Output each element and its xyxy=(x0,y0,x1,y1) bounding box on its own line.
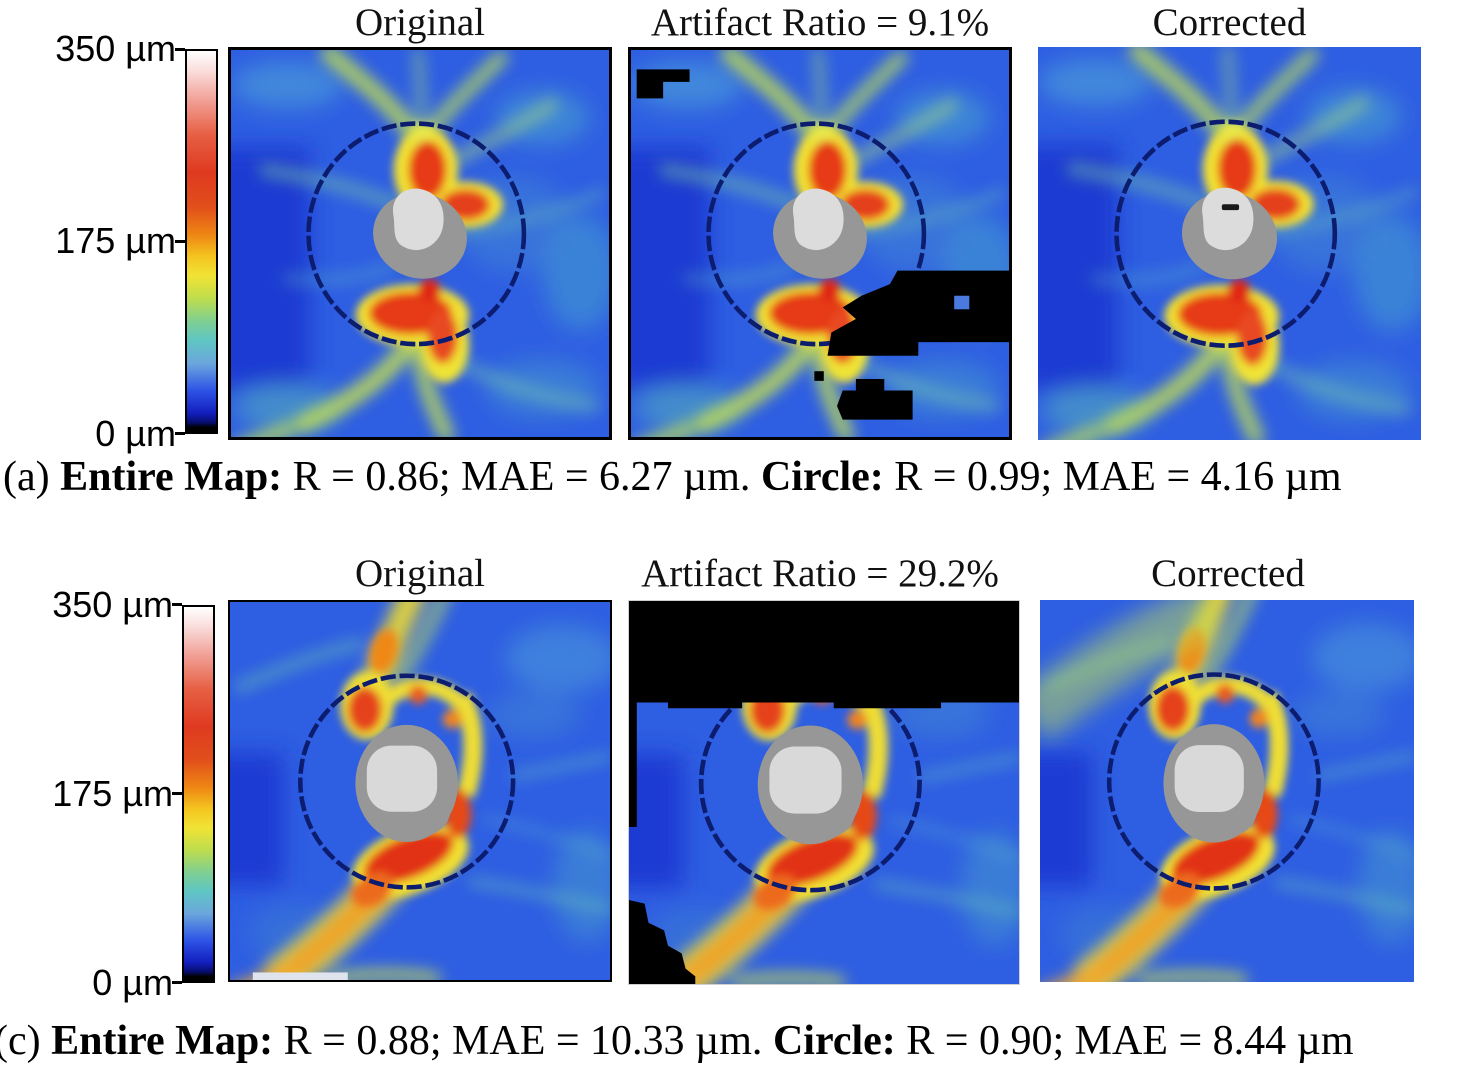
colorbar-tick-max-c xyxy=(172,603,182,606)
heatmap-a-corrected xyxy=(1038,47,1421,440)
artifact-regions-a xyxy=(636,69,1009,420)
heatmap-c-original xyxy=(228,600,612,982)
heatmap-a-original xyxy=(228,47,612,440)
panel-title-c-original: Original xyxy=(355,552,485,595)
caption-c-entire-map-stats: R = 0.88; MAE = 10.33 µm. xyxy=(273,1018,773,1064)
colorbar-tick-min-c xyxy=(172,981,182,984)
colorbar-mid-label-c: 175 µm xyxy=(52,773,173,814)
panel-title-c-corrected: Corrected xyxy=(1151,552,1305,595)
caption-c-circle-label: Circle: xyxy=(772,1018,896,1064)
caption-a-entire-map-label: Entire Map: xyxy=(60,454,283,500)
colorbar-max-label-a: 350 µm xyxy=(55,28,176,69)
colorbar-tick-mid-c xyxy=(172,792,182,795)
panel-title-c-artifact: Artifact Ratio = 29.2% xyxy=(641,552,999,595)
caption-c-prefix: (c) xyxy=(0,1018,41,1064)
caption-a-circle-label: Circle: xyxy=(760,454,884,500)
caption-a-prefix: (a) xyxy=(3,454,61,500)
colorbar-min-label-c: 0 µm xyxy=(92,962,173,1003)
heatmap-c-artifact xyxy=(628,600,1020,985)
colorbar-tick-mid-a xyxy=(175,240,185,243)
colorbar-gradient-a xyxy=(185,49,218,434)
heatmap-c-corrected xyxy=(1040,600,1414,982)
caption-a: (a) Entire Map: R = 0.86; MAE = 6.27 µm.… xyxy=(3,450,1342,504)
panel-title-a-artifact: Artifact Ratio = 9.1% xyxy=(650,1,990,44)
caption-a-entire-map-stats: R = 0.86; MAE = 6.27 µm. xyxy=(282,454,761,500)
caption-c-circle-stats: R = 0.90; MAE = 8.44 µm xyxy=(895,1018,1354,1064)
heatmap-a-artifact xyxy=(628,47,1012,440)
colorbar-gradient-c xyxy=(182,605,215,983)
caption-c: (c) Entire Map: R = 0.88; MAE = 10.33 µm… xyxy=(0,1014,1354,1068)
colorbar-min-label-a: 0 µm xyxy=(95,413,176,454)
colorbar-tick-max-a xyxy=(175,48,185,51)
colorbar-tick-min-a xyxy=(175,432,185,435)
caption-a-circle-stats: R = 0.99; MAE = 4.16 µm xyxy=(883,454,1342,500)
caption-c-entire-map-label: Entire Map: xyxy=(51,1018,274,1064)
panel-title-a-corrected: Corrected xyxy=(1152,1,1307,44)
panel-title-a-original: Original xyxy=(355,1,485,44)
colorbar-max-label-c: 350 µm xyxy=(52,584,173,625)
colorbar-mid-label-a: 175 µm xyxy=(55,220,176,261)
artifact-regions-c xyxy=(629,601,1019,984)
